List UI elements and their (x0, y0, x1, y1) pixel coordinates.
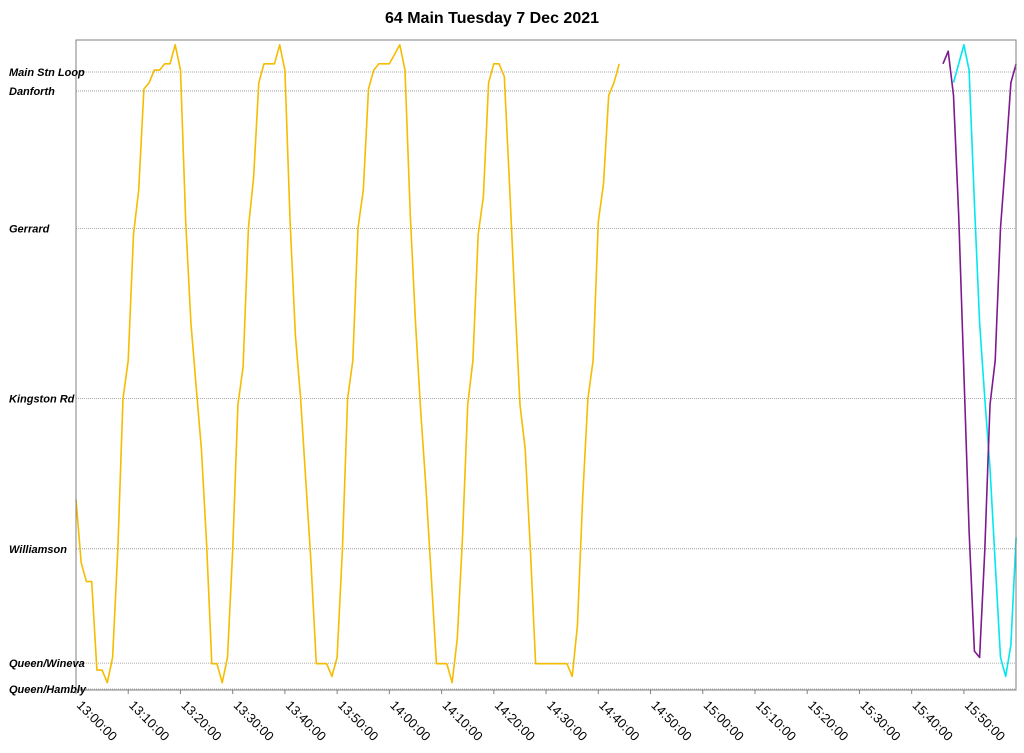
time-axis-labels: 13:00:00 13:10:00 13:20:00 13:30:00 13:40:00… (74, 690, 1008, 744)
x-tick-label: 14:30:00 (544, 698, 590, 744)
x-tick-label: 14:10:00 (439, 698, 485, 744)
plot-area-frame (75, 39, 1017, 691)
x-tick-label: 14:40:00 (596, 698, 642, 744)
chart-title: 64 Main Tuesday 7 Dec 2021 (385, 10, 599, 27)
x-tick-label: 15:20:00 (805, 698, 851, 744)
x-tick-label: 15:10:00 (753, 698, 799, 744)
x-tick-label: 13:50:00 (335, 698, 381, 744)
x-tick-label: 15:00:00 (701, 698, 747, 744)
stop-label: Gerrard (9, 224, 50, 236)
stop-label: Williamson (9, 544, 67, 556)
stop-labels: Main Stn Loop Danforth Gerrard Kingston Rd W… (9, 67, 87, 696)
series-line-0 (75, 43, 620, 684)
x-tick-label: 14:00:00 (387, 698, 433, 744)
x-tick-label: 14:50:00 (648, 698, 694, 744)
x-tick-label: 13:40:00 (283, 698, 329, 744)
stop-label: Danforth (9, 86, 55, 98)
x-tick-label: 13:10:00 (126, 698, 172, 744)
series-layer (75, 43, 1017, 684)
stop-label: Main Stn Loop (9, 67, 85, 79)
x-tick-label: 13:30:00 (231, 698, 277, 744)
x-tick-label: 15:40:00 (910, 698, 956, 744)
x-tick-label: 13:00:00 (74, 698, 120, 744)
stop-label: Kingston Rd (9, 393, 75, 405)
stop-label: Queen/Wineva (9, 658, 85, 670)
x-tick-label: 15:30:00 (857, 698, 903, 744)
grid-lines (76, 71, 1016, 690)
stop-label: Queen/Hambly (9, 684, 87, 696)
x-tick-label: 15:50:00 (962, 698, 1008, 744)
series-line-2 (942, 50, 1017, 659)
series-line-1 (952, 43, 1017, 678)
x-tick-label: 14:20:00 (492, 698, 538, 744)
x-tick-label: 13:20:00 (178, 698, 224, 744)
